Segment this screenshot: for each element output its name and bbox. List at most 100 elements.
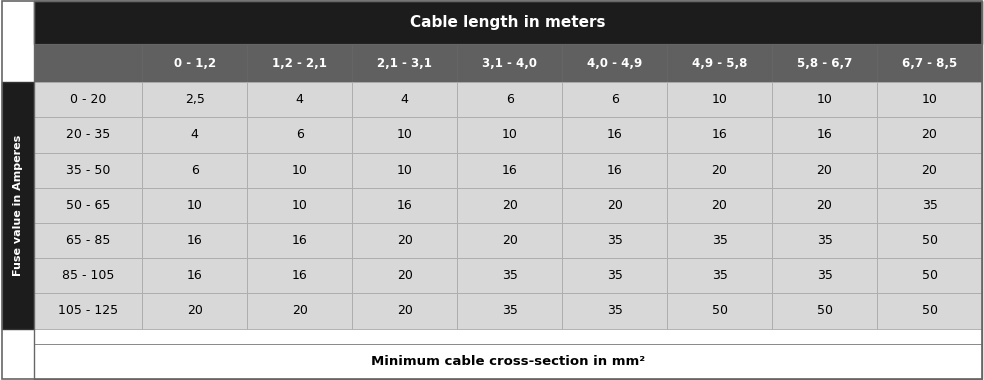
Bar [458,152,562,188]
Text: 50: 50 [922,234,938,247]
Text: 6: 6 [611,93,619,106]
Text: 20: 20 [922,164,938,177]
Bar [352,82,458,117]
Text: 50: 50 [922,304,938,317]
Bar [247,258,352,293]
Bar [247,293,352,329]
Text: 0 - 1,2: 0 - 1,2 [173,57,215,70]
Bar [772,188,877,223]
Text: 4,9 - 5,8: 4,9 - 5,8 [692,57,747,70]
Bar [667,152,772,188]
Bar [142,293,247,329]
Bar [667,117,772,152]
Bar [142,44,247,82]
Text: 16: 16 [187,269,203,282]
Text: 6: 6 [191,164,199,177]
Bar [458,223,562,258]
Text: 10: 10 [397,128,412,141]
Text: 35: 35 [606,269,623,282]
Bar [458,293,562,329]
Text: 2,5: 2,5 [185,93,205,106]
Bar [772,293,877,329]
Bar [667,44,772,82]
Text: 10: 10 [922,93,938,106]
Text: 35: 35 [502,269,518,282]
Bar [142,188,247,223]
Text: 6: 6 [506,93,514,106]
Bar [247,117,352,152]
Text: 16: 16 [607,128,623,141]
Bar [667,258,772,293]
Text: 20 - 35: 20 - 35 [66,128,110,141]
Text: 16: 16 [291,234,307,247]
Bar [667,82,772,117]
Bar [247,188,352,223]
Bar [458,258,562,293]
Text: 20: 20 [817,164,832,177]
Bar [34,293,142,329]
Bar [562,223,667,258]
Text: 16: 16 [291,269,307,282]
Text: 10: 10 [817,93,832,106]
Text: 35: 35 [817,269,832,282]
Text: 4: 4 [400,93,408,106]
Bar [877,223,982,258]
Bar [458,188,562,223]
Bar [458,44,562,82]
Text: 20: 20 [397,304,412,317]
Bar [142,258,247,293]
Text: 3,1 - 4,0: 3,1 - 4,0 [482,57,537,70]
Text: 35: 35 [922,199,938,212]
Bar [34,82,142,117]
Bar [247,44,352,82]
Text: 65 - 85: 65 - 85 [66,234,110,247]
Bar [247,223,352,258]
Text: 20: 20 [817,199,832,212]
Bar [352,293,458,329]
Text: 6: 6 [295,128,303,141]
Text: 20: 20 [711,199,727,212]
Bar [34,188,142,223]
Bar [772,258,877,293]
Text: 20: 20 [187,304,203,317]
Bar [562,188,667,223]
Text: 4,0 - 4,9: 4,0 - 4,9 [586,57,643,70]
Text: 1,2 - 2,1: 1,2 - 2,1 [273,57,327,70]
Text: 10: 10 [291,164,308,177]
Text: 16: 16 [187,234,203,247]
Bar [34,258,142,293]
Bar [34,117,142,152]
Text: 20: 20 [291,304,308,317]
Bar [352,152,458,188]
Bar [772,117,877,152]
Bar [772,223,877,258]
Bar [562,44,667,82]
Text: 16: 16 [397,199,412,212]
Text: 10: 10 [397,164,412,177]
Text: 4: 4 [191,128,199,141]
Text: 35: 35 [502,304,518,317]
Text: 16: 16 [711,128,727,141]
Bar [352,44,458,82]
Bar [877,258,982,293]
Bar [562,258,667,293]
Bar [667,293,772,329]
Text: 2,1 - 3,1: 2,1 - 3,1 [377,57,432,70]
Bar [247,152,352,188]
Text: 16: 16 [817,128,832,141]
Text: 16: 16 [607,164,623,177]
Text: 20: 20 [397,269,412,282]
Text: 35 - 50: 35 - 50 [66,164,110,177]
Text: 35: 35 [606,234,623,247]
Bar [142,82,247,117]
Text: 20: 20 [502,199,518,212]
Bar [877,44,982,82]
Bar [2,82,34,329]
Text: 85 - 105: 85 - 105 [62,269,114,282]
Text: 20: 20 [397,234,412,247]
Bar [458,117,562,152]
Text: 20: 20 [711,164,727,177]
Bar [562,82,667,117]
Text: 6,7 - 8,5: 6,7 - 8,5 [902,57,957,70]
Text: 35: 35 [711,234,727,247]
